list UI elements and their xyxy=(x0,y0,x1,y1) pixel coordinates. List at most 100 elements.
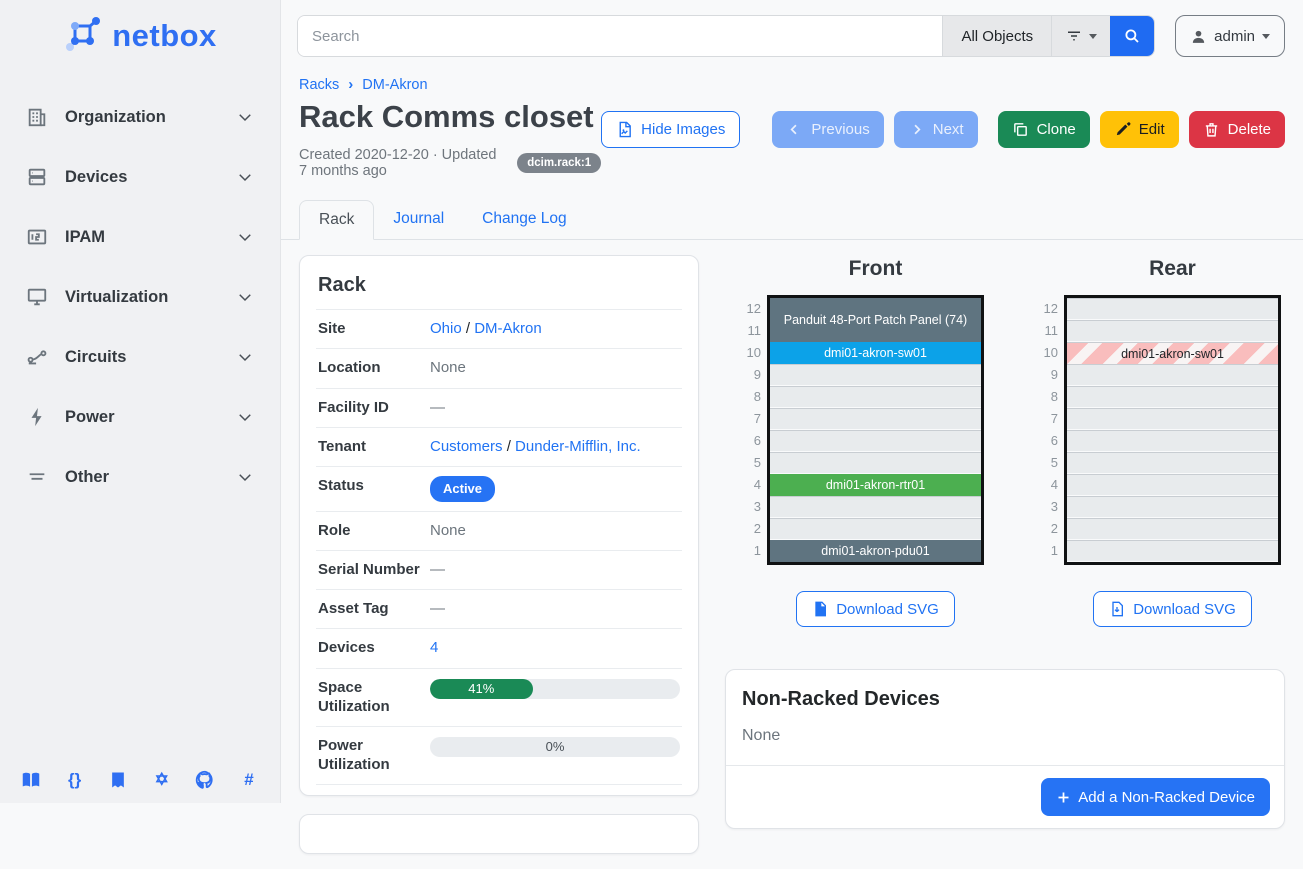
edit-button[interactable]: Edit xyxy=(1099,111,1179,148)
slack-icon[interactable]: # xyxy=(244,770,254,789)
space-utilization-label: 41% xyxy=(468,680,495,696)
row-label: Tenant xyxy=(318,437,367,455)
caret-down-icon xyxy=(1262,33,1270,39)
unit-number: 6 xyxy=(1050,433,1058,448)
page-header: Rack Comms closet Created 2020-12-20 · U… xyxy=(281,95,1303,191)
tab-change-log[interactable]: Change Log xyxy=(482,210,567,227)
link-separator: / xyxy=(465,320,471,337)
tab-rack[interactable]: Rack xyxy=(299,200,375,240)
rack-device[interactable]: dmi01-akron-sw01 xyxy=(770,342,981,364)
add-non-racked-device-button[interactable]: Add a Non-Racked Device xyxy=(1041,778,1270,816)
sidebar-footer: {} ✡ # xyxy=(0,769,280,791)
rack-slot-empty[interactable] xyxy=(1067,518,1278,540)
rear-download-svg-button[interactable]: Download SVG xyxy=(1093,591,1252,627)
rack-slot-empty[interactable] xyxy=(770,430,981,452)
sidebar-item-label: IPAM xyxy=(65,227,106,246)
search-input[interactable] xyxy=(298,16,943,56)
site-link[interactable]: Ohio xyxy=(430,320,462,337)
search-filter-dropdown[interactable] xyxy=(1051,16,1111,56)
rack-slot-empty[interactable] xyxy=(1067,540,1278,562)
next-label: Next xyxy=(932,121,964,138)
tenant-group-link[interactable]: Customers xyxy=(430,437,503,455)
user-name: admin xyxy=(1214,27,1255,45)
tab-journal[interactable]: Journal xyxy=(393,210,445,227)
breadcrumb: Racks › DM-Akron xyxy=(281,69,1303,95)
docs-book-icon[interactable] xyxy=(20,769,42,791)
page-title: Rack Comms closet xyxy=(299,99,594,134)
row-label: Status xyxy=(318,477,364,494)
rack-slot-empty[interactable] xyxy=(770,452,981,474)
detail-row-status: Status Active xyxy=(316,466,682,511)
netbox-logo[interactable]: netbox xyxy=(0,0,280,80)
api-docs-book-icon[interactable] xyxy=(107,769,129,791)
chevron-down-icon xyxy=(239,234,251,242)
left-column: Rack Site Ohio / DM-Akron Location None … xyxy=(299,255,699,854)
devices-count-link[interactable]: 4 xyxy=(430,639,439,657)
detail-row-devices: Devices 4 xyxy=(316,628,682,667)
breadcrumb-dm-akron[interactable]: DM-Akron xyxy=(362,76,428,93)
rack-slot-empty[interactable] xyxy=(1067,430,1278,452)
rack-device[interactable]: dmi01-akron-rtr01 xyxy=(770,474,981,496)
sidebar-item-organization[interactable]: Organization xyxy=(0,94,280,140)
rear-elevation-title: Rear xyxy=(1149,257,1196,280)
sidebar-item-devices[interactable]: Devices xyxy=(0,154,280,200)
breadcrumb-racks[interactable]: Racks xyxy=(299,76,340,93)
detail-row-serial-number: Serial Number — xyxy=(316,549,682,589)
unit-number: 1 xyxy=(753,543,761,558)
sidebar-item-virtualization[interactable]: Virtualization xyxy=(0,274,280,320)
next-button[interactable]: Next xyxy=(893,111,978,148)
rack-device[interactable]: dmi01-akron-pdu01 xyxy=(770,540,981,562)
role-value: None xyxy=(430,521,466,539)
hide-images-button[interactable]: Hide Images xyxy=(601,111,741,148)
rack-slot-empty[interactable] xyxy=(1067,496,1278,518)
graphql-icon[interactable]: ✡ xyxy=(154,770,169,789)
front-download-svg-button[interactable]: Download SVG xyxy=(796,591,955,627)
search-scope-button[interactable]: All Objects xyxy=(942,16,1052,56)
github-icon[interactable] xyxy=(194,769,216,791)
sidebar-item-ipam[interactable]: IPAM xyxy=(0,214,280,260)
sidebar-item-circuits[interactable]: Circuits xyxy=(0,334,280,380)
rack-slot-empty[interactable] xyxy=(770,364,981,386)
unit-number: 12 xyxy=(746,301,761,316)
rack-device[interactable]: dmi01-akron-sw01 xyxy=(1067,342,1278,364)
rack-slot-empty[interactable] xyxy=(1067,408,1278,430)
chevron-down-icon xyxy=(239,354,251,362)
rack-slot-empty[interactable] xyxy=(1067,320,1278,342)
chevron-down-icon xyxy=(239,174,251,182)
chevron-down-icon xyxy=(239,474,251,482)
user-menu[interactable]: admin xyxy=(1175,15,1285,57)
unit-number: 11 xyxy=(1044,323,1059,338)
rack-slot-empty[interactable] xyxy=(770,408,981,430)
search-submit-button[interactable] xyxy=(1110,16,1155,56)
sidebar-item-label: Circuits xyxy=(65,347,127,366)
rack-slot-empty[interactable] xyxy=(1067,474,1278,496)
rack-slot-empty[interactable] xyxy=(770,386,981,408)
rack-group-link[interactable]: DM-Akron xyxy=(474,320,542,337)
sidebar-item-label: Power xyxy=(65,407,115,426)
sidebar-item-power[interactable]: Power xyxy=(0,394,280,440)
rack-device[interactable]: Panduit 48-Port Patch Panel (74) xyxy=(770,298,981,342)
rack-slot-empty[interactable] xyxy=(1067,386,1278,408)
api-braces-icon[interactable]: {} xyxy=(67,770,82,789)
object-id-badge: dcim.rack:1 xyxy=(517,153,602,173)
rack-slot-empty[interactable] xyxy=(770,496,981,518)
created-updated-text: Created 2020-12-20 · Updated 7 months ag… xyxy=(299,147,497,179)
content-area: Rack Site Ohio / DM-Akron Location None … xyxy=(281,240,1303,869)
detail-row-space-utilization: Space Utilization 41% xyxy=(316,667,682,726)
unit-number: 11 xyxy=(747,323,762,338)
rack-slot-empty[interactable] xyxy=(1067,452,1278,474)
rack-slot-empty[interactable] xyxy=(1067,298,1278,320)
delete-button[interactable]: Delete xyxy=(1188,111,1285,148)
row-label: Asset Tag xyxy=(318,600,389,618)
chevron-right-icon xyxy=(914,124,921,135)
space-utilization-bar: 41% xyxy=(430,678,680,699)
rack-slot-empty[interactable] xyxy=(1067,364,1278,386)
sidebar-item-other[interactable]: Other xyxy=(0,454,280,500)
clone-button[interactable]: Clone xyxy=(997,111,1090,148)
previous-button[interactable]: Previous xyxy=(772,111,884,148)
file-download-icon xyxy=(815,601,827,617)
tenant-link[interactable]: Dunder-Mifflin, Inc. xyxy=(515,437,641,455)
rack-slot-empty[interactable] xyxy=(770,518,981,540)
netbox-logo-icon xyxy=(66,17,101,51)
front-rack: Panduit 48-Port Patch Panel (74) dmi01-ak… xyxy=(767,295,984,565)
